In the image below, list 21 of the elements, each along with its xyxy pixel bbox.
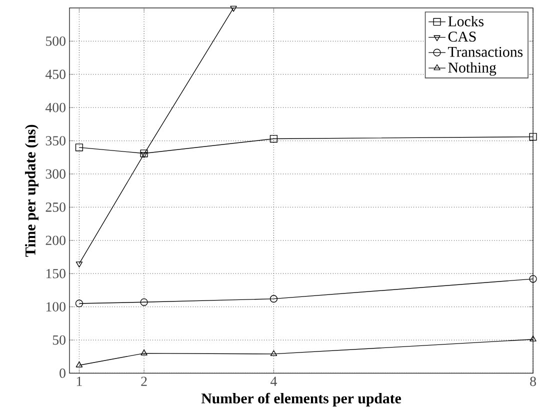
- legend-label: Locks: [448, 16, 484, 26]
- y-tick-label: 350: [46, 136, 66, 146]
- y-tick-label: 250: [46, 202, 66, 212]
- x-tick-label: 1: [76, 376, 82, 386]
- y-axis-title: Time per update (ns): [25, 124, 38, 257]
- y-tick-label: 200: [46, 236, 66, 246]
- x-axis-title: Number of elements per update: [201, 392, 401, 407]
- legend-label: Transactions: [448, 46, 523, 57]
- x-tick-label: 2: [141, 376, 147, 386]
- y-tick-label: 450: [45, 70, 66, 80]
- y-tick-label: 500: [46, 36, 66, 46]
- y-tick-label: 50: [52, 335, 66, 345]
- x-tick-label: 4: [270, 376, 277, 386]
- legend-label: Nothing: [448, 62, 496, 76]
- y-tick-label: 400: [45, 102, 66, 112]
- y-tick-label: 300: [46, 169, 66, 179]
- legend-label: CAS: [448, 32, 476, 42]
- y-tick-label: 100: [46, 302, 66, 312]
- y-tick-label: 150: [46, 268, 66, 278]
- y-tick-label: 0: [60, 368, 66, 378]
- x-tick-label: 8: [530, 376, 536, 386]
